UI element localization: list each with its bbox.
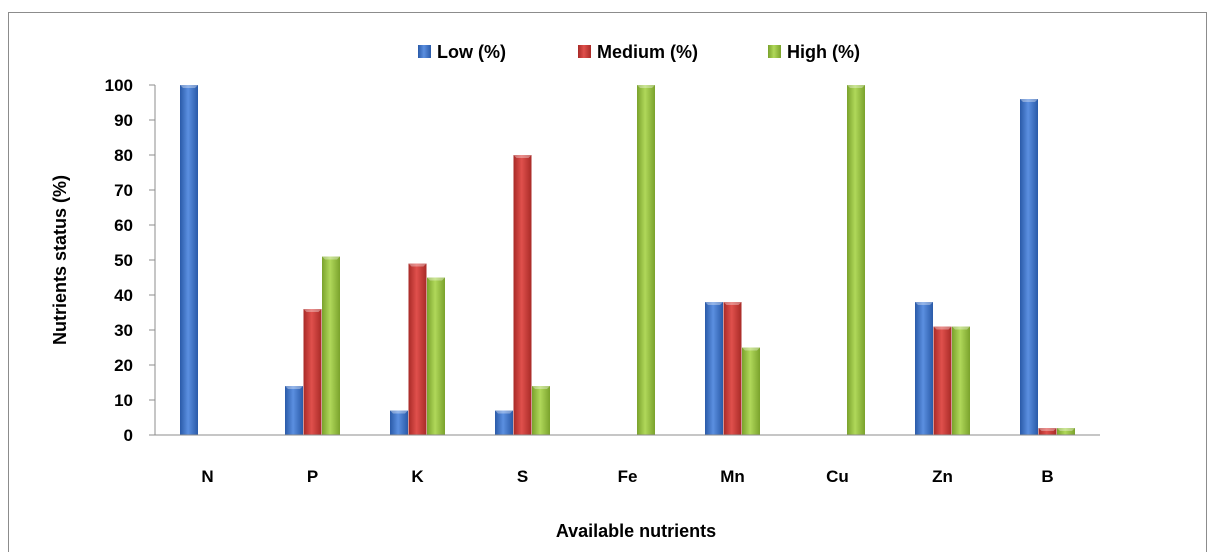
bar [637, 85, 655, 435]
bar-cap [742, 347, 760, 351]
bar-body [390, 410, 408, 435]
legend-label-low: Low (%) [437, 42, 506, 62]
y-tick-label: 90 [114, 111, 133, 130]
bar [390, 410, 408, 435]
y-tick-label: 40 [114, 286, 133, 305]
bar [915, 302, 933, 435]
bar-body [532, 386, 550, 435]
bar-body [742, 347, 760, 435]
legend-swatch-low [418, 45, 431, 58]
bar [180, 85, 198, 435]
y-tick-label: 60 [114, 216, 133, 235]
bar-cap [933, 326, 952, 330]
bar-body [303, 309, 322, 435]
bar-cap [1038, 428, 1057, 431]
bar-body [180, 85, 198, 435]
bar-cap [723, 302, 742, 305]
y-tick-label: 100 [105, 76, 133, 95]
y-axis-title: Nutrients status (%) [50, 175, 70, 345]
bar [322, 256, 340, 435]
bar-cap [303, 309, 322, 312]
bar [285, 386, 303, 435]
y-tick-label: 0 [124, 426, 133, 445]
bar-body [408, 263, 427, 435]
bar [933, 326, 952, 435]
bar [952, 326, 970, 435]
x-axis: N P K S Fe Mn Cu Zn B [155, 434, 1100, 486]
bar [427, 277, 445, 435]
y-axis: 0 10 20 30 40 50 60 70 80 90 100 [105, 76, 156, 445]
x-tick-label: S [517, 467, 528, 486]
legend-label-high: High (%) [787, 42, 860, 62]
bar-cap [1057, 428, 1075, 431]
y-tick-label: 30 [114, 321, 133, 340]
x-tick-label: Cu [826, 467, 849, 486]
y-tick-label: 80 [114, 146, 133, 165]
y-tick-label: 70 [114, 181, 133, 200]
legend-label-medium: Medium (%) [597, 42, 698, 62]
bar [847, 85, 865, 435]
bar-body [322, 256, 340, 435]
bar-cap [513, 155, 532, 158]
y-tick-label: 50 [114, 251, 133, 270]
chart-frame [8, 12, 1207, 552]
bar-body [705, 302, 723, 435]
bar-cap [495, 410, 513, 414]
legend: Low (%) Medium (%) High (%) [418, 42, 860, 62]
bar-cap [390, 410, 408, 414]
x-tick-label: Zn [932, 467, 953, 486]
bar-cap [847, 85, 865, 88]
bar-cap [915, 302, 933, 305]
bar-body [952, 326, 970, 435]
x-tick-label: B [1041, 467, 1053, 486]
bar [303, 309, 322, 435]
bar [1057, 428, 1075, 435]
bar-body [723, 302, 742, 435]
bar-body [513, 155, 532, 435]
bar-cap [705, 302, 723, 305]
bar-body [637, 85, 655, 435]
x-tick-label: K [411, 467, 424, 486]
x-tick-label: N [201, 467, 213, 486]
x-tick-label: Fe [618, 467, 638, 486]
bar-body [1057, 428, 1075, 435]
bar [1020, 99, 1038, 435]
bar [513, 155, 532, 435]
legend-swatch-high [768, 45, 781, 58]
bar [723, 302, 742, 435]
bar-cap [408, 263, 427, 267]
bar-cap [180, 85, 198, 88]
bar-body [847, 85, 865, 435]
bar-cap [532, 386, 550, 389]
bar-body [427, 277, 445, 435]
bar [532, 386, 550, 435]
x-axis-title: Available nutrients [556, 521, 716, 541]
bar [495, 410, 513, 435]
bar-body [933, 326, 952, 435]
x-tick-label: Mn [720, 467, 745, 486]
bar-body [915, 302, 933, 435]
bar [1038, 428, 1057, 435]
legend-swatch-medium [578, 45, 591, 58]
bar [705, 302, 723, 435]
bar [408, 263, 427, 435]
y-tick-label: 10 [114, 391, 133, 410]
x-tick-label: P [307, 467, 318, 486]
bar-cap [285, 386, 303, 389]
bar-body [285, 386, 303, 435]
y-tick-label: 20 [114, 356, 133, 375]
bar-body [495, 410, 513, 435]
bar-body [1038, 428, 1057, 435]
bar-body [1020, 99, 1038, 435]
bar-cap [952, 326, 970, 330]
bar-cap [1020, 99, 1038, 102]
bar-cap [637, 85, 655, 88]
bar [742, 347, 760, 435]
bar-cap [322, 256, 340, 260]
bars [180, 85, 1075, 435]
bar-cap [427, 277, 445, 281]
